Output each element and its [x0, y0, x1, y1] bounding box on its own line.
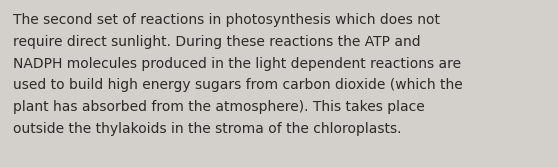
Text: NADPH molecules produced in the light dependent reactions are: NADPH molecules produced in the light de…: [13, 57, 461, 71]
Text: The second set of reactions in photosynthesis which does not: The second set of reactions in photosynt…: [13, 13, 440, 27]
Text: plant has absorbed from the atmosphere). This takes place: plant has absorbed from the atmosphere).…: [13, 100, 425, 114]
Text: require direct sunlight. During these reactions the ATP and: require direct sunlight. During these re…: [13, 35, 421, 49]
Text: used to build high energy sugars from carbon dioxide (which the: used to build high energy sugars from ca…: [13, 78, 463, 92]
Text: outside the thylakoids in the stroma of the chloroplasts.: outside the thylakoids in the stroma of …: [13, 122, 402, 136]
